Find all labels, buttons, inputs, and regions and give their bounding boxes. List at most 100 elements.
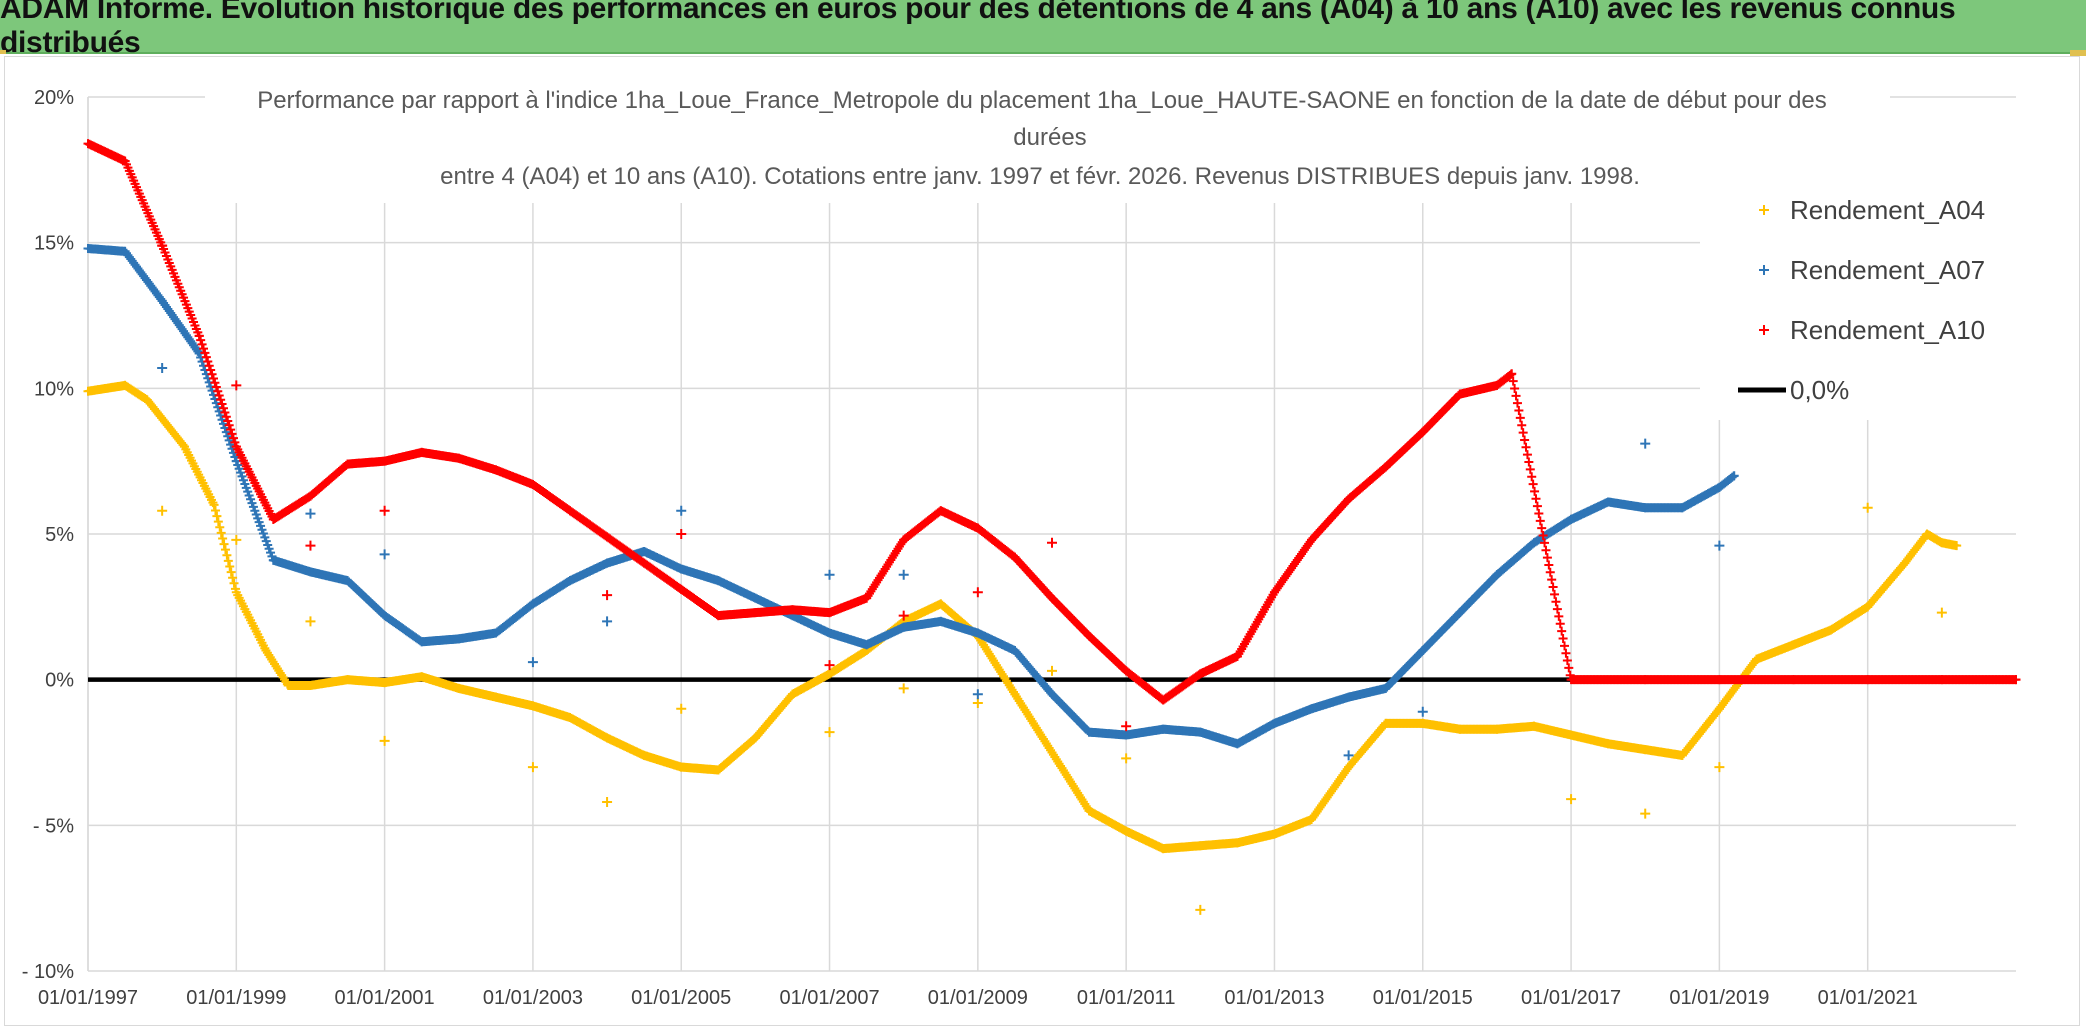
data-point xyxy=(216,395,226,405)
outlier-point xyxy=(1714,540,1725,551)
outlier-point xyxy=(972,697,983,708)
data-point xyxy=(214,391,224,401)
data-point xyxy=(1555,619,1565,629)
outlier-point xyxy=(157,505,168,516)
data-point xyxy=(228,433,238,443)
x-tick-label: 01/01/2001 xyxy=(335,987,435,1009)
x-tick-label: 01/01/2017 xyxy=(1521,987,1621,1009)
data-point xyxy=(218,533,228,543)
data-point xyxy=(194,331,204,341)
data-point xyxy=(230,437,240,447)
outlier-point xyxy=(824,569,835,580)
data-point xyxy=(1507,369,1517,379)
outlier-point xyxy=(527,657,538,668)
x-tick-label: 01/01/2021 xyxy=(1818,987,1918,1009)
data-point xyxy=(1534,508,1544,518)
data-point xyxy=(1554,611,1564,621)
outlier-point xyxy=(1195,904,1206,915)
outlier-point xyxy=(676,703,687,714)
outlier-point xyxy=(1862,502,1873,513)
outlier-point xyxy=(305,540,316,551)
data-point xyxy=(219,539,229,549)
outlier-point xyxy=(1047,665,1057,676)
series-rendement_a10 xyxy=(83,139,2021,732)
outlier-point xyxy=(972,587,983,598)
y-tick-label: 5% xyxy=(45,524,74,546)
data-point xyxy=(1527,472,1537,482)
outlier-point xyxy=(898,610,909,621)
data-point xyxy=(208,373,218,383)
data-point xyxy=(217,399,227,409)
data-point xyxy=(1524,457,1534,467)
outlier-point xyxy=(157,362,168,373)
data-point xyxy=(207,369,217,379)
data-point xyxy=(1520,435,1530,445)
chart-title-line: durées xyxy=(1013,124,1086,151)
y-tick-label: 20% xyxy=(34,87,74,109)
data-point xyxy=(201,352,211,362)
data-point xyxy=(1552,604,1562,614)
data-point xyxy=(1544,560,1554,570)
data-point xyxy=(1564,663,1574,673)
legend-marker xyxy=(1759,205,1769,215)
banner-corner-left xyxy=(0,50,6,54)
data-point xyxy=(1729,471,1739,481)
outlier-point xyxy=(305,616,316,627)
outlier-point xyxy=(527,762,538,773)
data-point xyxy=(211,382,221,392)
outlier-point xyxy=(898,683,909,694)
banner-title: ADAM Informe. Evolution historique des p… xyxy=(0,0,1956,59)
grid-layer xyxy=(87,73,2025,972)
data-point xyxy=(1517,420,1527,430)
data-point xyxy=(1528,479,1538,489)
data-point xyxy=(1541,545,1551,555)
legend-label: Rendement_A04 xyxy=(1790,195,1985,225)
data-point xyxy=(1531,494,1541,504)
chart-title-block: Performance par rapport à l'indice 1ha_L… xyxy=(257,87,1827,190)
x-tick-label: 01/01/2015 xyxy=(1373,987,1473,1009)
outlier-point xyxy=(157,240,168,251)
x-tick-label: 01/01/2019 xyxy=(1669,987,1769,1009)
data-point xyxy=(197,339,207,349)
y-tick-label: 15% xyxy=(34,233,74,255)
data-point xyxy=(206,365,216,375)
data-point xyxy=(1551,597,1561,607)
data-point xyxy=(1561,648,1571,658)
data-point xyxy=(196,335,206,345)
outlier-point xyxy=(1566,794,1577,805)
outlier-point xyxy=(1640,808,1651,819)
data-point xyxy=(1547,575,1557,585)
data-point xyxy=(1540,538,1550,548)
outlier-point xyxy=(602,590,613,601)
outlier-point xyxy=(231,534,242,545)
outlier-point xyxy=(1417,706,1428,717)
data-point xyxy=(213,517,223,527)
outlier-point xyxy=(379,549,390,560)
data-point xyxy=(226,425,236,435)
data-point xyxy=(203,356,213,366)
chart-frame xyxy=(4,56,2080,1026)
outlier-point xyxy=(1121,721,1132,732)
x-tick-label: 01/01/2011 xyxy=(1077,987,1176,1009)
data-point xyxy=(223,416,233,426)
legend-label: Rendement_A10 xyxy=(1790,315,1985,345)
x-tick-label: 01/01/2009 xyxy=(928,987,1028,1009)
x-tick-label: 01/01/2003 xyxy=(483,987,583,1009)
data-point xyxy=(1562,656,1572,666)
data-point xyxy=(1521,442,1531,452)
legend-label: 0,0% xyxy=(1790,375,1849,405)
outlier-point xyxy=(676,505,687,516)
outlier-point xyxy=(1121,753,1132,764)
chart-legend: Rendement_A04 Rendement_A07 Rendement_A10 0… xyxy=(1738,195,1985,405)
data-point xyxy=(216,528,226,538)
title-background xyxy=(205,73,1890,203)
report-banner: ADAM Informe. Evolution historique des p… xyxy=(0,0,2086,59)
x-tick-label: 01/01/1997 xyxy=(38,987,138,1009)
data-point xyxy=(215,522,225,532)
data-point xyxy=(1530,486,1540,496)
data-point xyxy=(1518,428,1528,438)
outlier-point xyxy=(1343,750,1354,761)
x-tick-label: 01/01/1999 xyxy=(186,987,286,1009)
chart-title-line: entre 4 (A04) et 10 ans (A10). Cotations… xyxy=(440,163,1640,190)
